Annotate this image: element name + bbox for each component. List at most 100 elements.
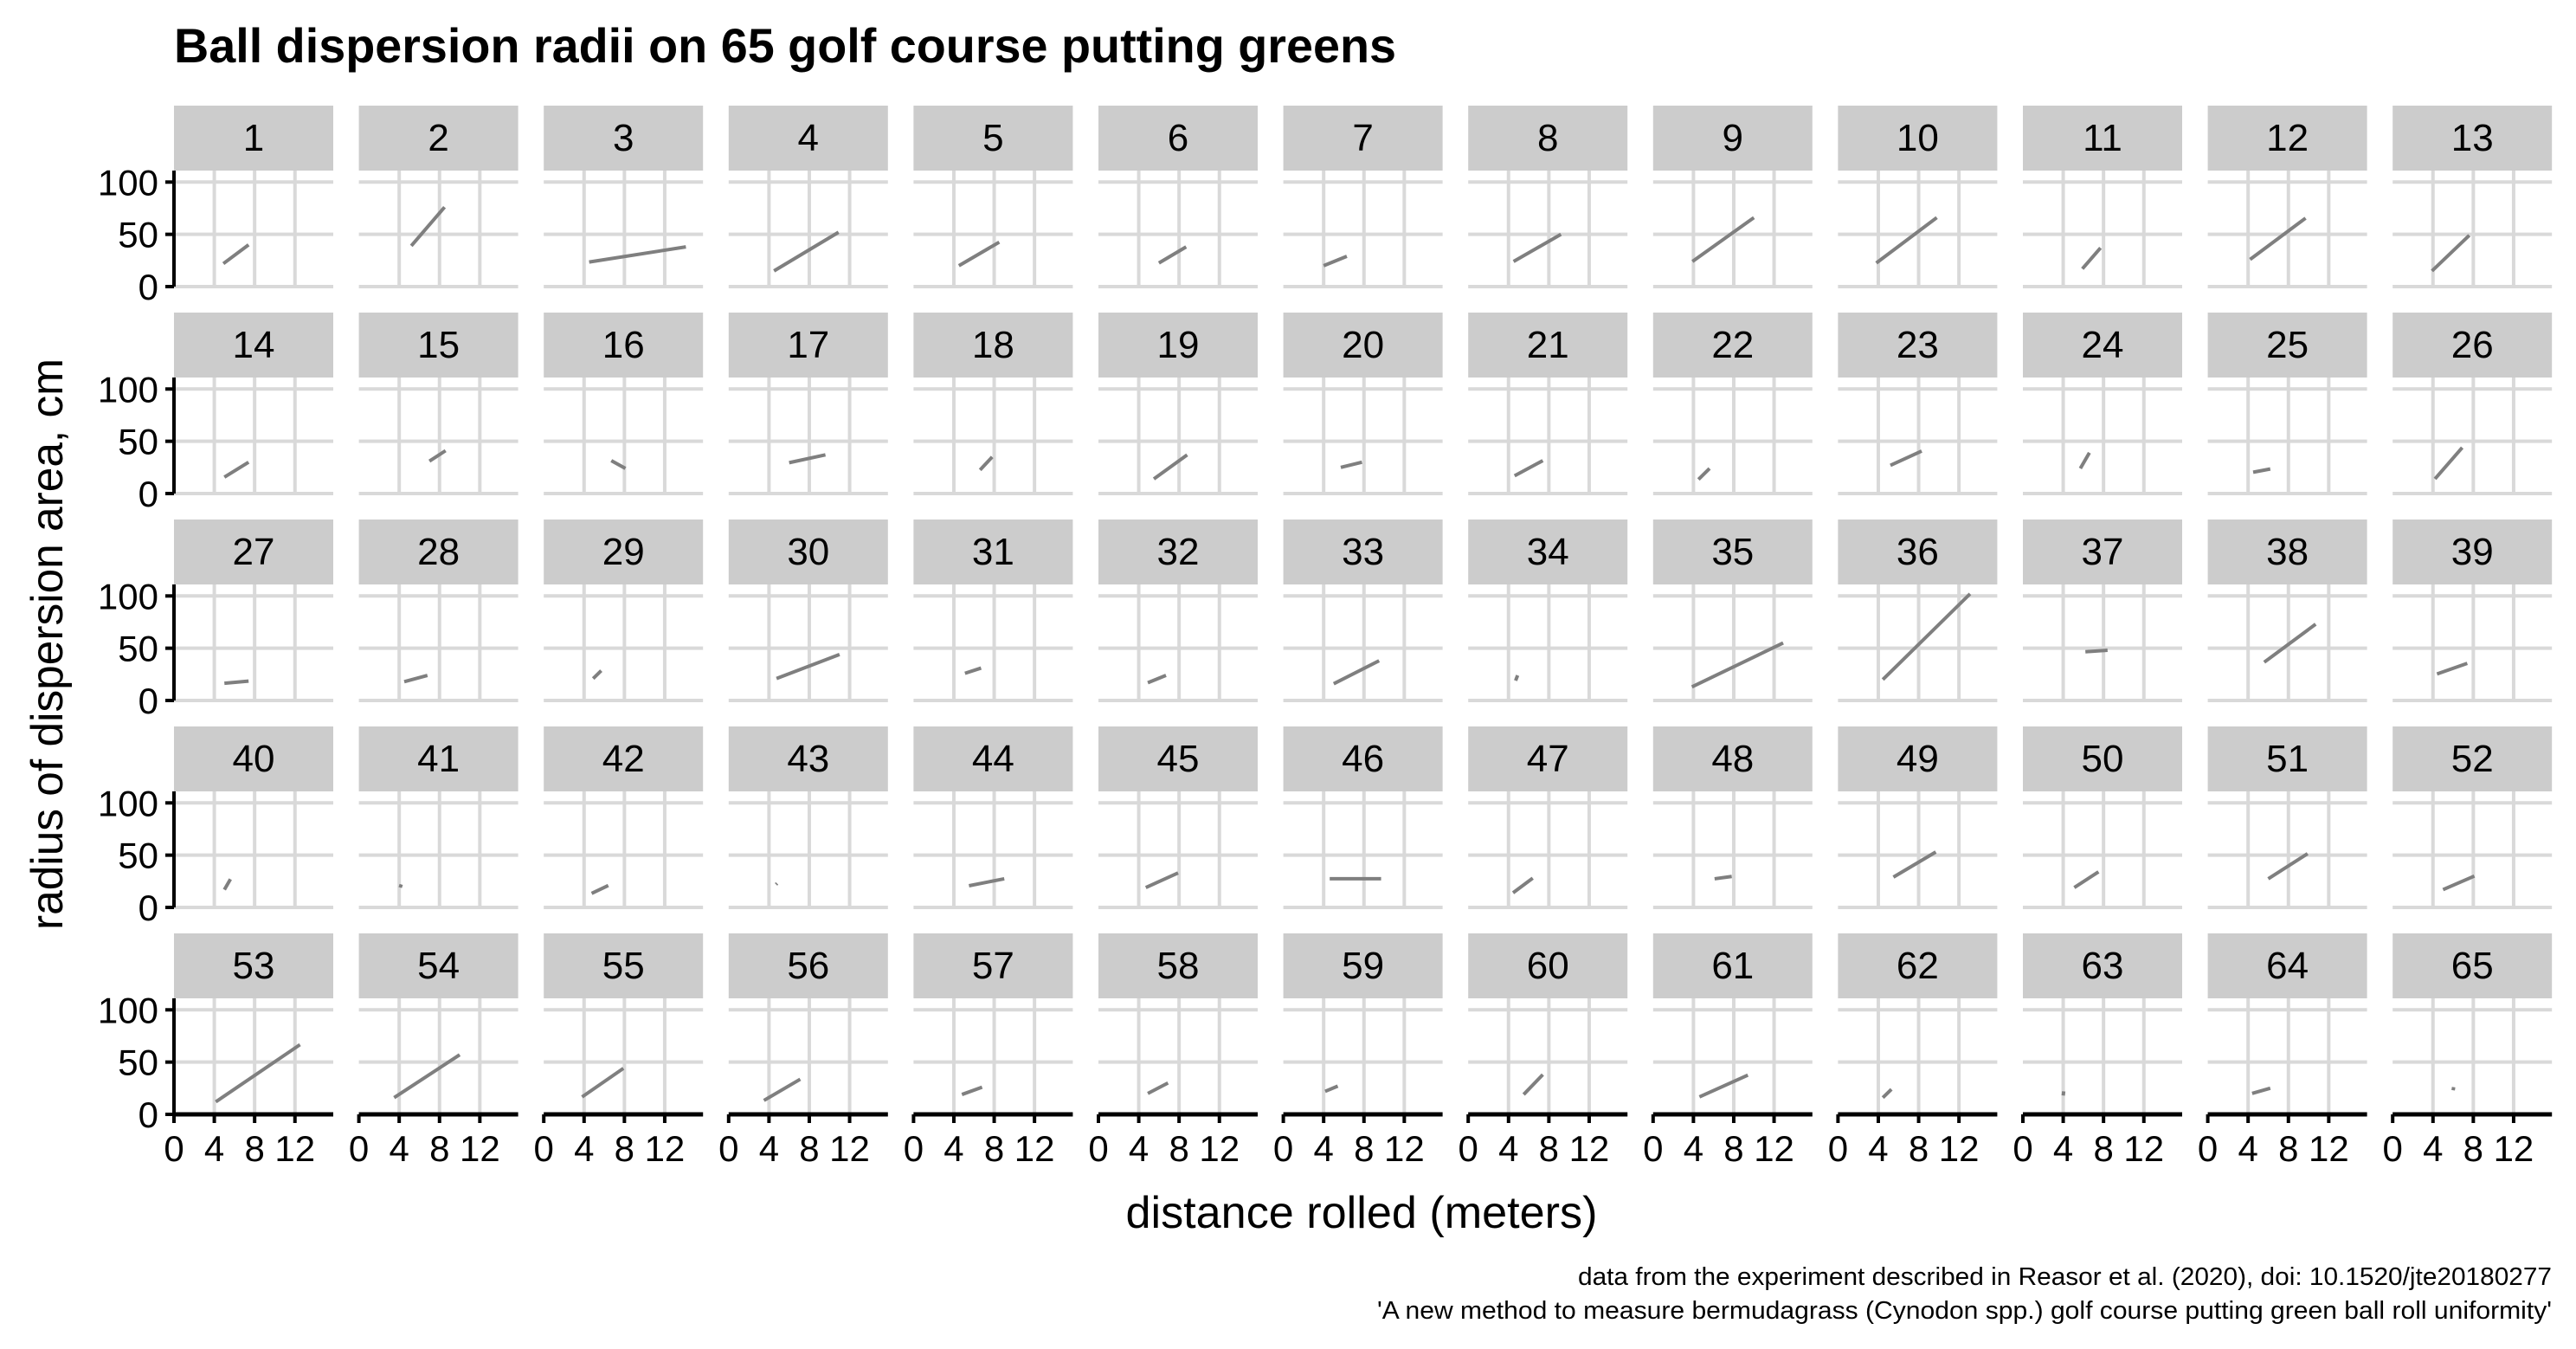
facet-strip-label: 2 [428, 117, 448, 159]
facet-strip [1838, 106, 1998, 171]
facet-panel-15: 15 [358, 313, 518, 495]
facet-panel-37: 37 [2023, 520, 2182, 702]
facet-strip-label: 3 [613, 117, 634, 159]
y-tick-label: 50 [118, 1042, 158, 1083]
facet-strip [1283, 933, 1443, 998]
x-tick-label: 4 [1684, 1128, 1703, 1169]
facet-panel-40: 40 0 50 100 [98, 726, 333, 928]
x-tick-label: 0 [1459, 1128, 1478, 1169]
facet-strip-label: 38 [2266, 531, 2309, 573]
facet-strip [358, 313, 518, 378]
facet-strip-label: 11 [2083, 117, 2122, 159]
facet-panel-51: 51 [2207, 726, 2367, 909]
facet-strip-label: 52 [2451, 738, 2494, 780]
dispersion-line-55 [581, 1067, 625, 1099]
x-tick-label: 0 [718, 1128, 738, 1169]
facet-strip [728, 106, 888, 171]
dispersion-line-4 [773, 230, 840, 273]
facet-strip-label: 10 [1897, 117, 1939, 159]
facet-panel-43: 43 [728, 726, 888, 909]
facet-strip-label: 48 [1711, 738, 1754, 780]
facet-panel-58: 58 0 4 8 12 [1088, 933, 1258, 1169]
facet-strip [1838, 726, 1998, 791]
facet-panel-21: 21 [1468, 313, 1628, 495]
facet-panel-4: 4 [728, 106, 888, 288]
facet-strip [1652, 520, 1813, 584]
x-tick-label: 4 [1498, 1128, 1518, 1169]
facet-panel-44: 44 [913, 726, 1073, 909]
facet-strip-label: 51 [2266, 738, 2309, 780]
facet-strip-label: 33 [1342, 531, 1384, 573]
facet-panel-12: 12 [2207, 106, 2367, 288]
facet-strip-label: 8 [1537, 117, 1558, 159]
facet-panel-48: 48 [1652, 726, 1813, 909]
dispersion-line-23 [1890, 449, 1922, 468]
y-tick-label: 100 [98, 576, 158, 616]
facet-panel-29: 29 [544, 520, 704, 702]
facet-strip-label: 43 [787, 738, 829, 780]
dispersion-line-58 [1147, 1081, 1169, 1095]
facet-panel-18: 18 [913, 313, 1073, 495]
dispersion-line-19 [1152, 453, 1188, 481]
dispersion-line-40 [222, 878, 232, 891]
x-tick-label: 4 [1868, 1128, 1888, 1169]
x-tick-label: 8 [799, 1128, 819, 1169]
facet-strip [174, 726, 333, 791]
x-tick-label: 0 [2012, 1128, 2032, 1169]
facet-strip-label: 4 [798, 117, 819, 159]
x-tick-label: 8 [429, 1128, 449, 1169]
facet-panel-45: 45 [1098, 726, 1258, 909]
facet-strip-label: 28 [417, 531, 460, 573]
y-tick-label: 0 [138, 888, 158, 928]
x-tick-label: 0 [1643, 1128, 1663, 1169]
facet-strip [1652, 313, 1813, 378]
dispersion-line-42 [590, 883, 609, 895]
x-tick-label: 8 [244, 1128, 264, 1169]
facet-strip-label: 46 [1342, 738, 1384, 780]
x-tick-label: 12 [2494, 1128, 2534, 1169]
facet-strip [174, 520, 333, 584]
dispersion-line-33 [1332, 659, 1381, 686]
facet-panel-36: 36 [1838, 520, 1998, 702]
facet-panel-7: 7 [1283, 106, 1443, 288]
x-tick-label: 12 [1569, 1128, 1610, 1169]
dispersion-line-27 [224, 679, 249, 686]
dispersion-line-12 [2249, 216, 2307, 261]
facet-strip [358, 106, 518, 171]
x-tick-label: 12 [645, 1128, 686, 1169]
facet-strip [1838, 313, 1998, 378]
x-tick-label: 12 [460, 1128, 500, 1169]
x-tick-label: 8 [1539, 1128, 1559, 1169]
facet-strip-label: 50 [2082, 738, 2124, 780]
facet-strip-label: 29 [602, 531, 645, 573]
facet-panel-55: 55 0 4 8 12 [534, 933, 704, 1169]
dispersion-line-57 [961, 1085, 983, 1096]
dispersion-line-59 [1324, 1084, 1339, 1094]
facet-strip-label: 13 [2451, 117, 2494, 159]
facet-panel-50: 50 [2023, 726, 2182, 909]
facet-strip [2392, 313, 2553, 378]
x-tick-label: 0 [534, 1128, 554, 1169]
x-tick-label: 8 [1169, 1128, 1188, 1169]
facet-strip [913, 933, 1073, 998]
facet-strip [1468, 933, 1628, 998]
dispersion-line-45 [1144, 871, 1179, 889]
facet-strip-label: 54 [417, 945, 460, 987]
facet-strip [1468, 726, 1628, 791]
facet-panel-20: 20 [1283, 313, 1443, 495]
x-tick-label: 8 [1909, 1128, 1929, 1169]
facet-panel-2: 2 [358, 106, 518, 288]
facet-panel-23: 23 [1838, 313, 1998, 495]
dispersion-line-2 [409, 205, 447, 248]
facet-strip-label: 15 [417, 324, 460, 366]
facet-strip-label: 39 [2451, 531, 2494, 573]
facet-strip [913, 726, 1073, 791]
dispersion-line-3 [589, 245, 686, 264]
y-tick-label: 0 [138, 1094, 158, 1135]
facet-strip [2392, 933, 2553, 998]
facet-panel-9: 9 [1652, 106, 1813, 288]
x-tick-label: 12 [1939, 1128, 1980, 1169]
dispersion-line-7 [1323, 255, 1348, 268]
x-tick-label: 8 [615, 1128, 634, 1169]
x-tick-label: 4 [574, 1128, 594, 1169]
